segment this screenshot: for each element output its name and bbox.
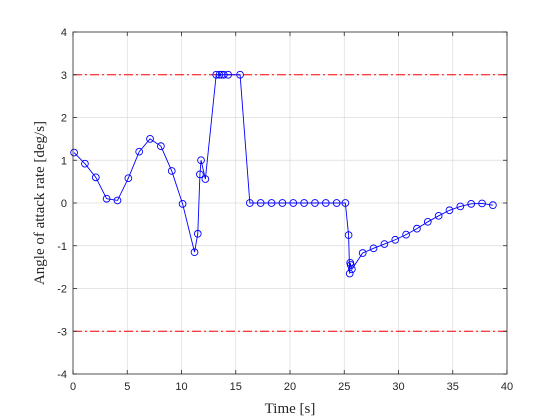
x-tick-label: 5 bbox=[124, 381, 130, 393]
data-point bbox=[445, 206, 454, 215]
data-point bbox=[113, 196, 122, 205]
data-point bbox=[413, 224, 421, 233]
y-tick-label: 3 bbox=[61, 70, 67, 82]
data-point bbox=[402, 230, 410, 239]
data-point bbox=[423, 217, 432, 226]
data-point bbox=[102, 194, 111, 203]
data-point bbox=[478, 199, 486, 208]
data-point bbox=[81, 159, 89, 168]
data-point bbox=[124, 174, 133, 183]
ticks: 0 5 10 15 20 25 30 35 40 -4 -3 -2 -1 0 1 2 3 4 bbox=[57, 27, 513, 393]
y-tick-label: -1 bbox=[57, 241, 67, 253]
series bbox=[70, 70, 497, 278]
data-point bbox=[369, 244, 378, 253]
x-tick-label: 0 bbox=[70, 381, 76, 393]
data-point bbox=[467, 200, 476, 208]
data-point bbox=[321, 199, 330, 207]
data-point bbox=[332, 199, 341, 207]
data-point bbox=[289, 199, 298, 207]
limit-lines bbox=[73, 74, 507, 332]
data-point bbox=[456, 202, 465, 211]
x-tick-label: 20 bbox=[284, 381, 296, 393]
data-point bbox=[246, 199, 254, 207]
data-point bbox=[190, 248, 199, 257]
data-point bbox=[267, 199, 276, 207]
y-tick-label: -4 bbox=[57, 369, 67, 381]
x-tick-label: 40 bbox=[501, 381, 513, 393]
data-point bbox=[91, 173, 100, 182]
data-point bbox=[196, 170, 204, 179]
y-tick-label: -2 bbox=[57, 284, 67, 296]
y-axis-label: Angle of attack rate [deg/s] bbox=[32, 121, 48, 285]
x-tick-label: 15 bbox=[230, 381, 242, 393]
y-tick-label: -3 bbox=[57, 326, 67, 338]
data-point bbox=[193, 229, 202, 238]
data-point bbox=[346, 261, 355, 269]
data-point bbox=[167, 167, 176, 175]
data-point bbox=[197, 156, 205, 165]
y-tick-label: 0 bbox=[61, 198, 67, 210]
data-point bbox=[489, 201, 497, 209]
data-point bbox=[358, 249, 367, 257]
data-point bbox=[212, 70, 221, 79]
y-tick-label: 4 bbox=[61, 27, 67, 39]
data-point bbox=[434, 211, 443, 220]
data-point bbox=[300, 199, 308, 207]
data-point bbox=[224, 70, 233, 79]
series-line bbox=[73, 74, 493, 274]
data-point bbox=[311, 199, 319, 207]
data-point bbox=[380, 240, 389, 248]
data-point bbox=[146, 135, 154, 143]
data-point bbox=[344, 231, 353, 239]
data-point bbox=[391, 235, 400, 244]
data-point bbox=[345, 269, 354, 278]
x-tick-label: 10 bbox=[175, 381, 187, 393]
data-point bbox=[278, 199, 287, 207]
x-tick-label: 30 bbox=[392, 381, 404, 393]
data-point bbox=[135, 147, 144, 156]
data-point bbox=[219, 70, 228, 79]
data-point bbox=[178, 200, 187, 208]
x-axis-label: Time [s] bbox=[265, 401, 316, 417]
x-tick-label: 35 bbox=[447, 381, 459, 393]
data-point bbox=[70, 148, 78, 157]
data-point bbox=[201, 175, 210, 183]
y-tick-label: 1 bbox=[61, 155, 67, 167]
data-point bbox=[157, 142, 165, 150]
y-tick-label: 2 bbox=[61, 113, 67, 125]
data-point bbox=[236, 70, 244, 79]
data-point bbox=[215, 70, 224, 79]
x-tick-label: 25 bbox=[338, 381, 350, 393]
data-point bbox=[256, 199, 265, 207]
data-point bbox=[347, 265, 356, 274]
data-point bbox=[341, 199, 350, 207]
